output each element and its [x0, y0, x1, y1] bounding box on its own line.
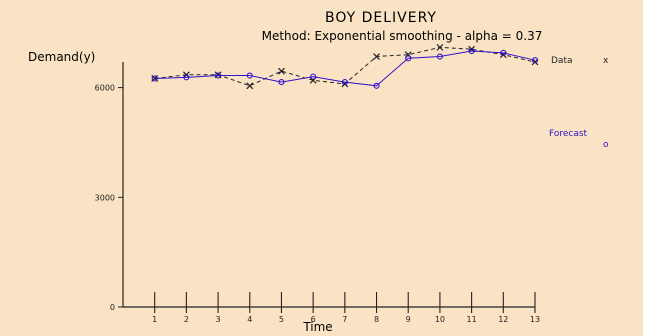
- legend-forecast-marker: o: [603, 140, 609, 150]
- x-tick-label: 1: [152, 315, 157, 324]
- data-point: [373, 53, 380, 60]
- y-tick-label: 3000: [95, 193, 115, 202]
- x-tick-label: 11: [467, 315, 477, 324]
- forecast-point: [310, 73, 317, 80]
- forecast-series-line: [154, 50, 536, 87]
- forecast-point: [341, 79, 348, 86]
- legend-data-marker: x: [603, 56, 609, 66]
- forecast-point: [500, 49, 507, 56]
- x-ticks: 1 2 3 4 5 6 7 8 9 10 11 12 13: [152, 292, 540, 324]
- forecast-point: [183, 74, 190, 81]
- legend-data-label: Data: [551, 56, 573, 66]
- x-tick-label: 8: [374, 315, 379, 324]
- forecast-point: [405, 55, 412, 62]
- x-tick-label: 7: [342, 315, 347, 324]
- data-point: [278, 67, 285, 75]
- x-tick-label: 10: [435, 315, 445, 324]
- legend: Data x Forecast o: [549, 56, 609, 150]
- x-tick-label: 3: [216, 315, 221, 324]
- data-point: [246, 82, 254, 90]
- y-ticks: 0 3000 6000: [95, 84, 123, 312]
- forecast-point: [278, 79, 285, 86]
- x-tick-label: 13: [530, 315, 540, 324]
- forecast-point: [215, 72, 222, 79]
- forecast-point: [373, 82, 380, 89]
- x-tick-label: 9: [406, 315, 411, 324]
- legend-forecast-label: Forecast: [549, 129, 588, 139]
- forecast-point: [531, 57, 539, 64]
- y-tick-label: 6000: [95, 84, 115, 93]
- forecast-point: [246, 72, 253, 79]
- forecast-point: [151, 75, 158, 82]
- forecast-point: [468, 47, 475, 55]
- series-group: [151, 43, 539, 90]
- x-tick-label: 4: [247, 315, 252, 324]
- chart-subtitle: Method: Exponential smoothing - alpha = …: [262, 29, 543, 43]
- forecast-point: [436, 53, 443, 60]
- chart-title: BOY DELIVERY: [325, 10, 437, 26]
- x-tick-label: 2: [184, 315, 189, 324]
- x-axis-label: Time: [302, 320, 332, 334]
- data-point: [436, 43, 444, 51]
- y-axis-label: Demand(y): [28, 50, 95, 64]
- y-tick-label: 0: [110, 303, 115, 312]
- x-tick-label: 6: [311, 315, 316, 324]
- x-tick-label: 5: [279, 315, 284, 324]
- x-tick-label: 12: [498, 315, 508, 324]
